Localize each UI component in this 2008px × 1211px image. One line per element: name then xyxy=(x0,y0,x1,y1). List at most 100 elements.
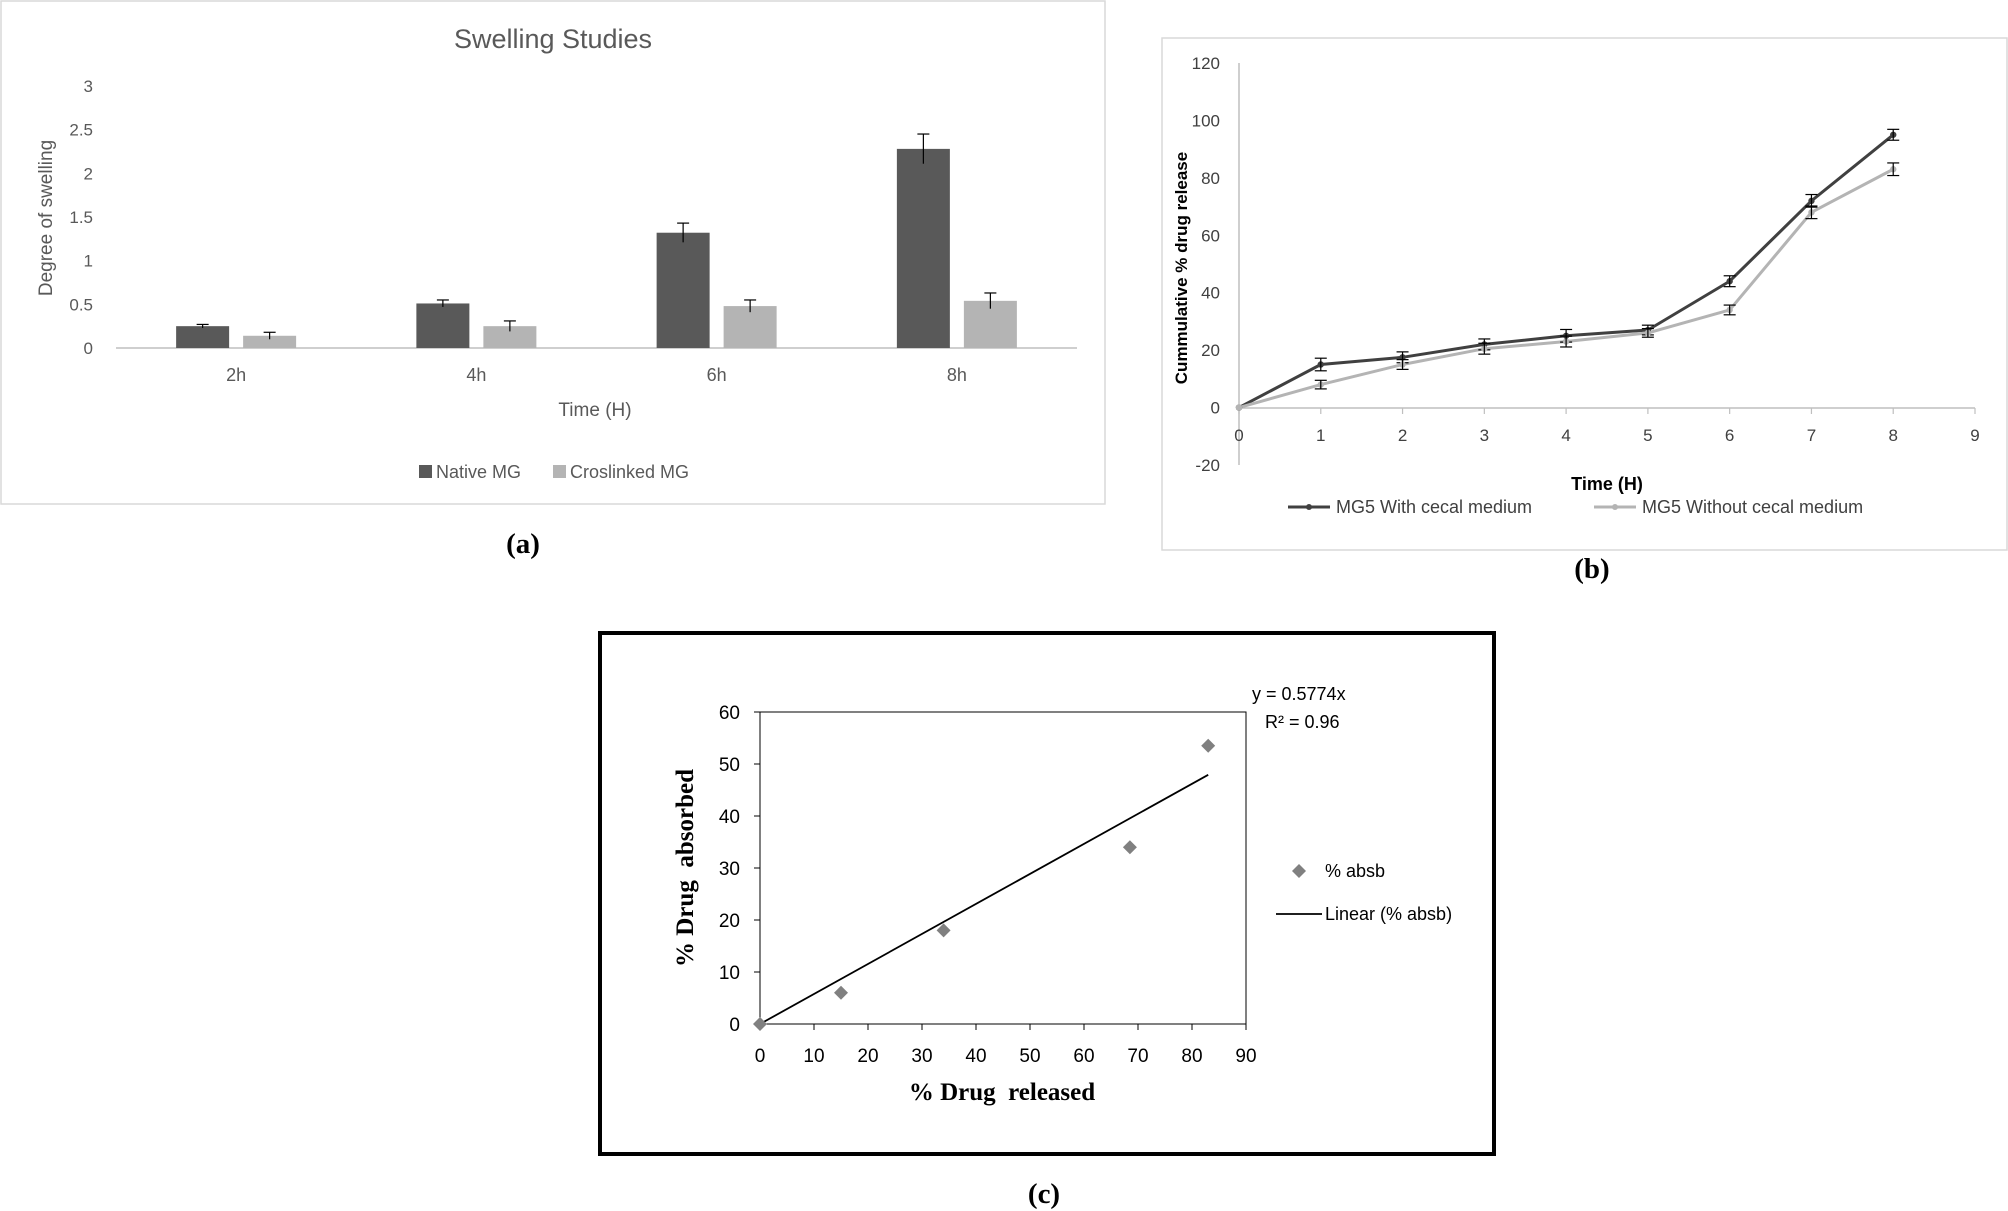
chart-a-y-label: Degree of swelling xyxy=(36,140,57,296)
y-tick-label: 2.5 xyxy=(69,121,93,140)
panel-c: 0 10 20 30 40 50 60 0 10 20 30 40 50 60 70 80 90 y = 0.… xyxy=(598,631,1496,1156)
x-tick-label: 7 xyxy=(1807,426,1816,445)
y-tick-label: 40 xyxy=(719,807,740,828)
y-tick-label: 0.5 xyxy=(69,295,93,314)
x-tick-label: 9 xyxy=(1970,426,1979,445)
chart-a-y-ticks: 0 0.5 1 1.5 2 2.5 3 xyxy=(69,77,93,358)
data-point xyxy=(834,985,848,1000)
y-tick-label: 60 xyxy=(1201,226,1220,245)
panel-b-frame xyxy=(1161,37,2008,551)
y-tick-label: 40 xyxy=(1201,284,1220,303)
chart-c-x-ticks: 0 10 20 30 40 50 60 70 80 90 xyxy=(755,1024,1257,1067)
trendline-equation: y = 0.5774x xyxy=(1252,684,1346,704)
x-tick-label: 2 xyxy=(1398,426,1407,445)
chart-b-y-ticks: -20 0 20 40 60 80 100 120 xyxy=(1192,54,1220,475)
legend-marker-without-cecal xyxy=(1612,504,1618,510)
panel-a: Swelling Studies 00.511.522.53 2h 4h 6h 8h … xyxy=(0,0,1106,560)
legend-label-croslinked: Croslinked MG xyxy=(570,462,689,482)
trendline-r2: R² = 0.96 xyxy=(1265,712,1340,732)
legend-label-linear: Linear (% absb) xyxy=(1325,904,1452,924)
legend-swatch-native xyxy=(419,465,432,478)
y-tick-label: 50 xyxy=(719,755,740,776)
legend-label-with-cecal: MG5 With cecal medium xyxy=(1336,497,1532,517)
panel-b: -20 0 20 40 60 80 100 120 0 1 2 3 4 5 6 7 8 9 Time (H) C… xyxy=(1161,37,2008,585)
y-tick-label: 3 xyxy=(84,77,93,96)
x-tick-label: 6h xyxy=(707,365,727,385)
panel-a-caption: (a) xyxy=(506,528,540,560)
bar xyxy=(176,326,230,348)
data-point xyxy=(936,923,951,938)
x-tick-label: 4 xyxy=(1561,426,1570,445)
chart-c-x-label: % Drug released xyxy=(909,1079,1095,1106)
chart-a-x-label: Time (H) xyxy=(558,400,631,421)
chart-b-legend: MG5 With cecal medium MG5 Without cecal … xyxy=(1288,497,1863,517)
x-tick-label: 50 xyxy=(1019,1046,1040,1067)
x-tick-label: 10 xyxy=(803,1046,824,1067)
panel-b-caption: (b) xyxy=(1574,553,1609,585)
x-tick-label: 8 xyxy=(1888,426,1897,445)
y-tick-label: 1 xyxy=(84,252,93,271)
chart-b-series xyxy=(1235,128,1900,411)
chart-a-bars xyxy=(176,133,1017,348)
y-tick-label: 120 xyxy=(1192,54,1220,73)
bar xyxy=(483,326,537,348)
y-tick-label: 60 xyxy=(719,703,740,724)
bar xyxy=(723,306,777,348)
x-tick-label: 70 xyxy=(1127,1046,1148,1067)
x-tick-label: 2h xyxy=(226,365,246,385)
x-tick-label: 3 xyxy=(1480,426,1489,445)
data-point xyxy=(753,1017,767,1031)
chart-a-legend: Native MG Croslinked MG xyxy=(419,462,689,482)
x-tick-label: 0 xyxy=(755,1046,766,1067)
y-tick-label: 30 xyxy=(719,859,740,880)
x-tick-label: 30 xyxy=(911,1046,932,1067)
x-tick-label: 40 xyxy=(965,1046,986,1067)
x-tick-label: 8h xyxy=(947,365,967,385)
chart-c-legend: % absb Linear (% absb) xyxy=(1276,861,1452,924)
x-tick-label: 4h xyxy=(466,365,486,385)
x-tick-label: 1 xyxy=(1316,426,1325,445)
bar xyxy=(416,303,470,348)
bar xyxy=(896,148,950,348)
x-tick-label: 0 xyxy=(1234,426,1243,445)
chart-c-points xyxy=(753,738,1216,1031)
x-tick-label: 80 xyxy=(1181,1046,1202,1067)
y-tick-label: 0 xyxy=(1211,399,1220,418)
y-tick-label: 20 xyxy=(1201,341,1220,360)
x-tick-label: 90 xyxy=(1235,1046,1256,1067)
data-point xyxy=(1235,404,1243,411)
x-tick-label: 20 xyxy=(857,1046,878,1067)
panel-c-caption: (c) xyxy=(1028,1178,1060,1210)
y-tick-label: -20 xyxy=(1195,456,1220,475)
y-tick-label: 80 xyxy=(1201,169,1220,188)
bar xyxy=(243,335,297,348)
y-tick-label: 20 xyxy=(719,911,740,932)
chart-b-x-ticks: 0 1 2 3 4 5 6 7 8 9 xyxy=(1234,408,1980,445)
chart-a-x-ticks: 2h 4h 6h 8h xyxy=(226,365,967,385)
panel-c-frame xyxy=(598,631,1496,1156)
x-tick-label: 5 xyxy=(1643,426,1652,445)
chart-c-y-label: % Drug absorbed xyxy=(672,769,699,967)
y-tick-label: 2 xyxy=(84,164,93,183)
legend-marker-with-cecal xyxy=(1306,504,1312,510)
legend-swatch-croslinked xyxy=(553,465,566,478)
chart-c-y-ticks: 0 10 20 30 40 50 60 xyxy=(719,703,760,1036)
data-point xyxy=(1122,840,1137,855)
legend-label-native: Native MG xyxy=(436,462,521,482)
chart-a-title: Swelling Studies xyxy=(454,24,652,54)
legend-marker-absb xyxy=(1292,864,1306,878)
chart-b-y-label: Cummulative % drug release xyxy=(1172,152,1191,384)
trendline xyxy=(759,774,1209,1025)
data-point xyxy=(1201,738,1216,753)
legend-label-absb: % absb xyxy=(1325,861,1385,881)
x-tick-label: 60 xyxy=(1073,1046,1094,1067)
y-tick-label: 0 xyxy=(729,1015,740,1036)
chart-b-x-label: Time (H) xyxy=(1571,474,1643,494)
y-tick-label: 10 xyxy=(719,963,740,984)
bar xyxy=(656,232,710,348)
y-tick-label: 100 xyxy=(1192,111,1220,130)
y-tick-label: 1.5 xyxy=(69,208,93,227)
legend-label-without-cecal: MG5 Without cecal medium xyxy=(1642,497,1863,517)
x-tick-label: 6 xyxy=(1725,426,1734,445)
